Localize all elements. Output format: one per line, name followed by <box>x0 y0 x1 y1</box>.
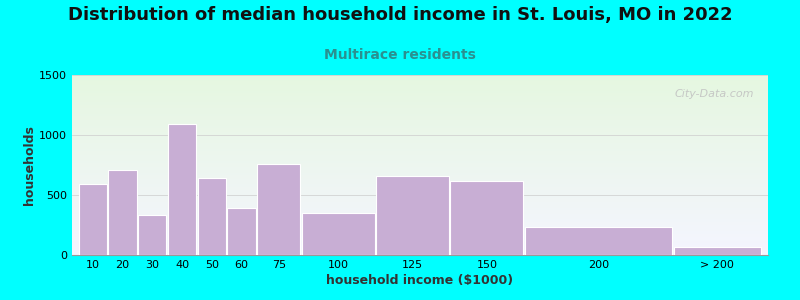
Bar <box>674 247 762 255</box>
Bar <box>109 170 137 255</box>
Bar <box>302 213 374 255</box>
Bar <box>138 215 166 255</box>
Bar <box>376 176 449 255</box>
Bar <box>257 164 300 255</box>
Text: Distribution of median household income in St. Louis, MO in 2022: Distribution of median household income … <box>68 6 732 24</box>
Bar <box>168 124 196 255</box>
Y-axis label: households: households <box>23 125 36 205</box>
Bar <box>450 181 523 255</box>
Bar <box>198 178 226 255</box>
Bar <box>78 184 107 255</box>
Bar <box>525 227 672 255</box>
X-axis label: household income ($1000): household income ($1000) <box>326 274 514 287</box>
Text: Multirace residents: Multirace residents <box>324 48 476 62</box>
Bar <box>227 208 256 255</box>
Text: City-Data.com: City-Data.com <box>674 89 754 99</box>
